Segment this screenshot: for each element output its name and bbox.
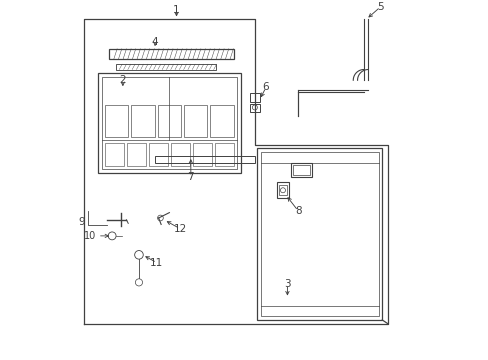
Text: 3: 3 [284,279,290,289]
Text: 11: 11 [150,258,163,268]
Text: 7: 7 [187,172,194,182]
Text: 8: 8 [294,206,301,216]
Text: 6: 6 [262,82,269,93]
Text: 10: 10 [83,231,96,241]
Text: 5: 5 [376,2,383,12]
Text: 2: 2 [119,75,126,85]
Text: 1: 1 [173,5,180,15]
Text: 12: 12 [173,224,186,234]
Text: 4: 4 [151,37,158,46]
Text: 9: 9 [79,217,85,226]
